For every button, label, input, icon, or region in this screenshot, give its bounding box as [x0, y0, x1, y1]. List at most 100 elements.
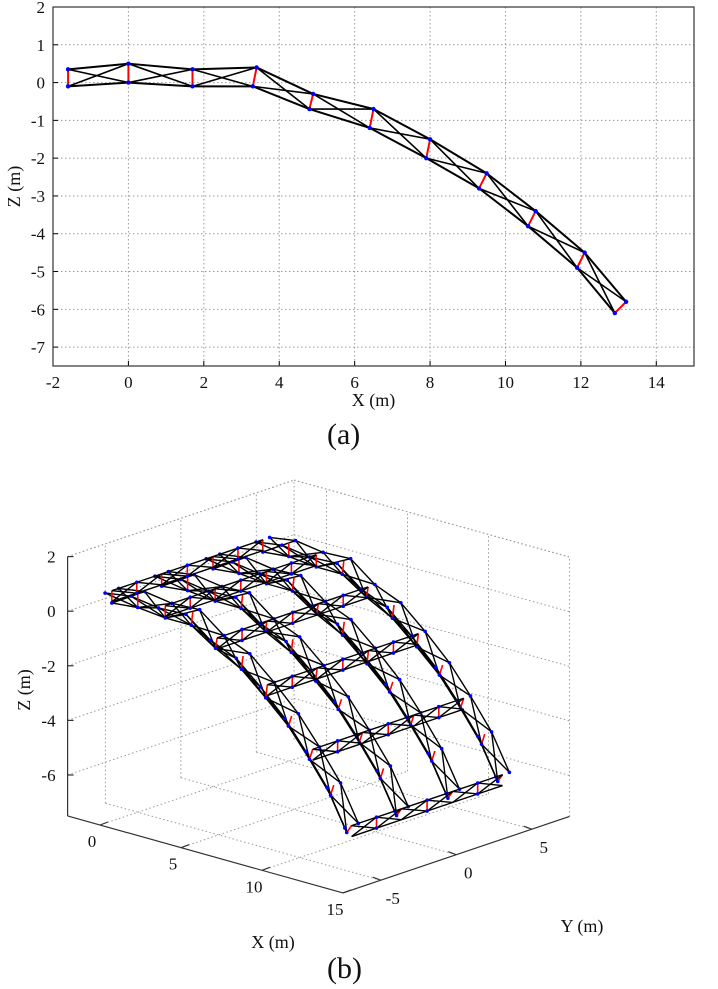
arch-bottom-chord — [265, 697, 289, 727]
diagonal-member — [256, 66, 310, 110]
top-chord-member — [486, 172, 537, 212]
x-tick-label: 8 — [426, 373, 435, 392]
node — [475, 792, 480, 796]
node — [341, 657, 345, 661]
arch-bottom-chord — [366, 663, 391, 693]
arch-diagonal — [297, 713, 311, 760]
node — [248, 651, 252, 656]
arch-bottom-chord — [480, 743, 499, 782]
node — [475, 781, 480, 785]
node — [391, 640, 396, 644]
node — [426, 751, 430, 756]
x-axis-label: X (m) — [251, 932, 295, 953]
cross-truss-diagonal — [438, 705, 464, 710]
node — [335, 739, 340, 743]
node — [336, 707, 341, 712]
node — [489, 730, 494, 734]
cross-truss-diagonal — [241, 628, 268, 633]
arch-top-chord — [448, 662, 472, 697]
node — [290, 621, 295, 626]
vertical-post — [614, 301, 627, 314]
x-tick-label: 10 — [246, 877, 263, 896]
cross-truss-diagonal — [368, 641, 394, 662]
x-tick — [180, 844, 190, 849]
top-node — [310, 91, 316, 97]
node — [386, 721, 391, 726]
arch-top-chord — [295, 539, 324, 553]
bottom-chord-member — [576, 267, 616, 314]
arch-top-chord — [300, 575, 326, 602]
node — [325, 785, 329, 790]
diagonal-member — [252, 85, 314, 95]
node — [378, 776, 383, 781]
cross-truss-diagonal — [136, 581, 162, 586]
cross-truss-diagonal — [214, 579, 242, 601]
arch-bottom-chord — [316, 613, 344, 636]
node — [447, 660, 452, 665]
node — [286, 724, 291, 728]
diagonal-member — [478, 187, 536, 212]
node — [286, 554, 291, 559]
arch-post — [240, 595, 244, 609]
node — [425, 798, 429, 802]
z-tick-label: -2 — [41, 657, 55, 676]
floor-grid-line — [99, 748, 327, 826]
cross-truss-diagonal — [342, 658, 369, 663]
arch-diagonal — [214, 592, 250, 602]
node — [238, 589, 243, 593]
x-tick-label: 0 — [88, 832, 97, 851]
top-node — [254, 65, 259, 70]
node — [388, 764, 393, 768]
arch-bottom-chord — [264, 630, 292, 653]
arch-top-chord — [194, 574, 223, 588]
node — [289, 650, 294, 655]
arch-top-chord — [248, 592, 275, 620]
arch-top-chord — [322, 551, 351, 560]
bottom-chord-member — [369, 127, 427, 160]
node — [283, 716, 287, 721]
node — [439, 746, 444, 751]
node — [290, 685, 295, 689]
node — [476, 734, 480, 739]
x-tick — [261, 866, 271, 871]
node — [267, 535, 272, 540]
node — [280, 543, 284, 547]
arch-top-chord — [374, 584, 402, 604]
cross-truss-diagonal — [312, 740, 339, 761]
y-axis-label: Z (m) — [4, 166, 25, 207]
arch-diagonal — [441, 748, 449, 799]
y-tick-label: -6 — [31, 300, 45, 319]
node — [387, 690, 392, 694]
arch-top-chord — [490, 731, 511, 773]
diagonal-member — [369, 127, 431, 141]
x-tick-label: 0 — [124, 373, 133, 392]
caption-a: (a) — [327, 418, 361, 451]
arch-bottom-chord — [342, 634, 368, 665]
arch-post — [264, 684, 269, 698]
arch-bottom-chord — [137, 606, 166, 619]
x-tick-label: 14 — [648, 373, 666, 392]
y-tick-label: -4 — [31, 225, 46, 244]
node — [290, 674, 295, 679]
node — [296, 711, 301, 716]
x-tick-label: 12 — [572, 373, 589, 392]
arch-top-chord — [400, 602, 426, 632]
node — [239, 606, 243, 611]
node — [495, 779, 500, 784]
wall-grid-line — [293, 698, 570, 776]
x-axis-label: X (m) — [352, 390, 396, 411]
diagonal-member — [312, 93, 371, 129]
bottom-node — [525, 223, 531, 229]
top-node — [190, 67, 195, 72]
x-tick-label: 6 — [350, 373, 359, 392]
diagonal-member — [67, 68, 129, 84]
x-tick-label: -2 — [46, 373, 60, 392]
node — [348, 556, 353, 561]
arch-post — [240, 655, 244, 670]
z-tick-label: 0 — [47, 602, 56, 621]
arch-top-chord — [249, 653, 275, 683]
caption-b: (b) — [327, 952, 362, 985]
arch-bottom-chord — [190, 624, 216, 649]
